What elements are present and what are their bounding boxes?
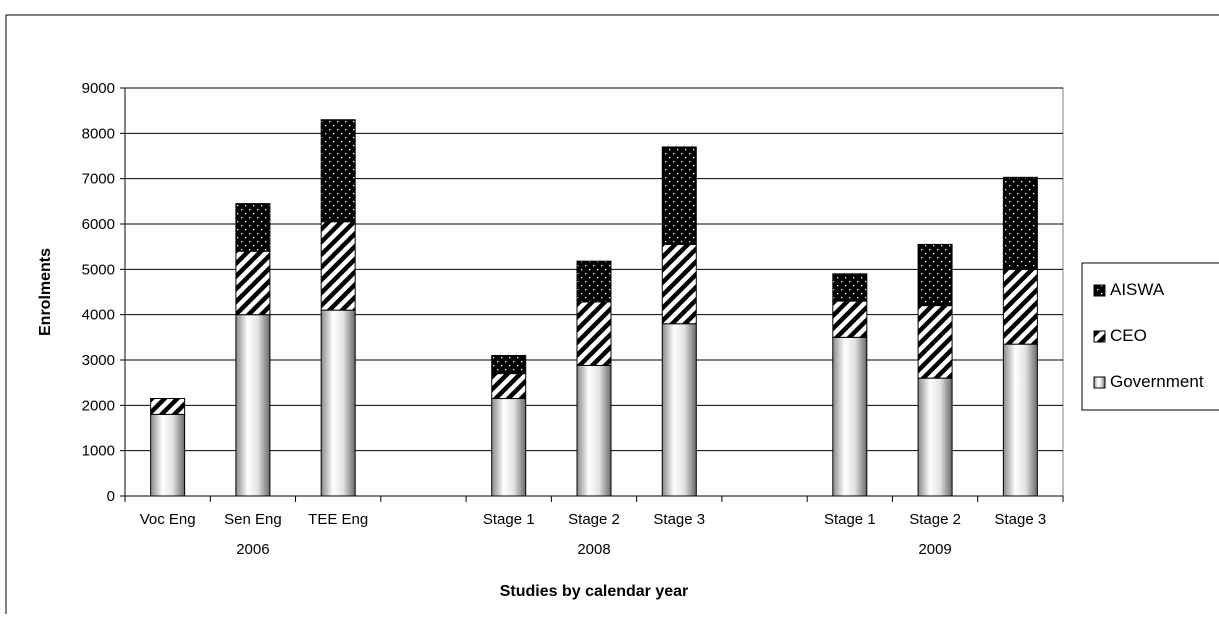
y-tick-label: 6000: [82, 216, 115, 233]
legend-label-government: Government: [1110, 372, 1204, 391]
legend-label-aiswa: AISWA: [1110, 280, 1165, 299]
axes: [120, 87, 1064, 502]
x-tick-label: Stage 3: [653, 511, 705, 528]
y-axis-title: Enrolments: [37, 248, 54, 336]
bar-government-8: [832, 336, 868, 497]
legend-label-ceo: CEO: [1110, 326, 1147, 345]
x-axis-title: Studies by calendar year: [500, 583, 689, 600]
bar-government-1: [235, 314, 271, 497]
bar-government-4: [491, 398, 527, 497]
y-tick-label: 9000: [82, 80, 115, 97]
legend-swatch-ceo: [1093, 330, 1106, 343]
y-tick-label: 0: [107, 488, 115, 505]
bar-aiswa-6: [661, 146, 697, 245]
legend-swatch-government: [1093, 376, 1106, 389]
bar-government-9: [917, 377, 953, 497]
bar-ceo-10: [1002, 268, 1038, 345]
legend-swatch-aiswa: [1093, 284, 1106, 297]
x-tick-label: TEE Eng: [308, 511, 368, 528]
bar-ceo-9: [917, 305, 953, 379]
year-label: 2008: [577, 541, 610, 558]
axis-labels: 0 1000 2000 3000 4000 5000 6000 7000 8000 9000 Voc…: [82, 80, 1047, 558]
bar-ceo-2: [320, 221, 356, 311]
x-tick-label: Stage 1: [483, 511, 535, 528]
year-label: 2006: [236, 541, 269, 558]
bar-aiswa-1: [235, 203, 271, 252]
bar-aiswa-8: [832, 273, 868, 302]
bar-government-10: [1002, 343, 1038, 497]
bar-aiswa-2: [320, 119, 356, 223]
bar-ceo-6: [661, 243, 697, 325]
bar-aiswa-10: [1002, 176, 1038, 270]
x-tick-label: Stage 1: [824, 511, 876, 528]
bar-aiswa-5: [576, 260, 612, 303]
bars: [150, 119, 1038, 497]
y-tick-label: 7000: [82, 171, 115, 188]
x-tick-label: Stage 2: [909, 511, 961, 528]
legend: AISWA CEO Government: [1081, 262, 1219, 411]
bar-aiswa-9: [917, 243, 953, 307]
year-label: 2009: [918, 541, 951, 558]
x-tick-label: Stage 3: [995, 511, 1047, 528]
bar-government-5: [576, 364, 612, 497]
bar-government-2: [320, 309, 356, 497]
y-tick-label: 8000: [82, 125, 115, 142]
bar-ceo-5: [576, 301, 612, 366]
x-tick-label: Stage 2: [568, 511, 620, 528]
y-tick-label: 3000: [82, 352, 115, 369]
bar-ceo-1: [235, 250, 271, 316]
y-tick-label: 2000: [82, 397, 115, 414]
x-tick-label: Voc Eng: [140, 511, 196, 528]
bar-ceo-0: [150, 398, 186, 415]
bar-aiswa-4: [491, 354, 527, 375]
y-tick-label: 1000: [82, 443, 115, 460]
bar-ceo-4: [491, 373, 527, 400]
bar-ceo-8: [832, 300, 868, 338]
y-tick-label: 4000: [82, 307, 115, 324]
bar-government-6: [661, 323, 697, 497]
y-tick-label: 5000: [82, 261, 115, 278]
x-tick-label: Sen Eng: [224, 511, 282, 528]
bar-government-0: [150, 413, 186, 497]
